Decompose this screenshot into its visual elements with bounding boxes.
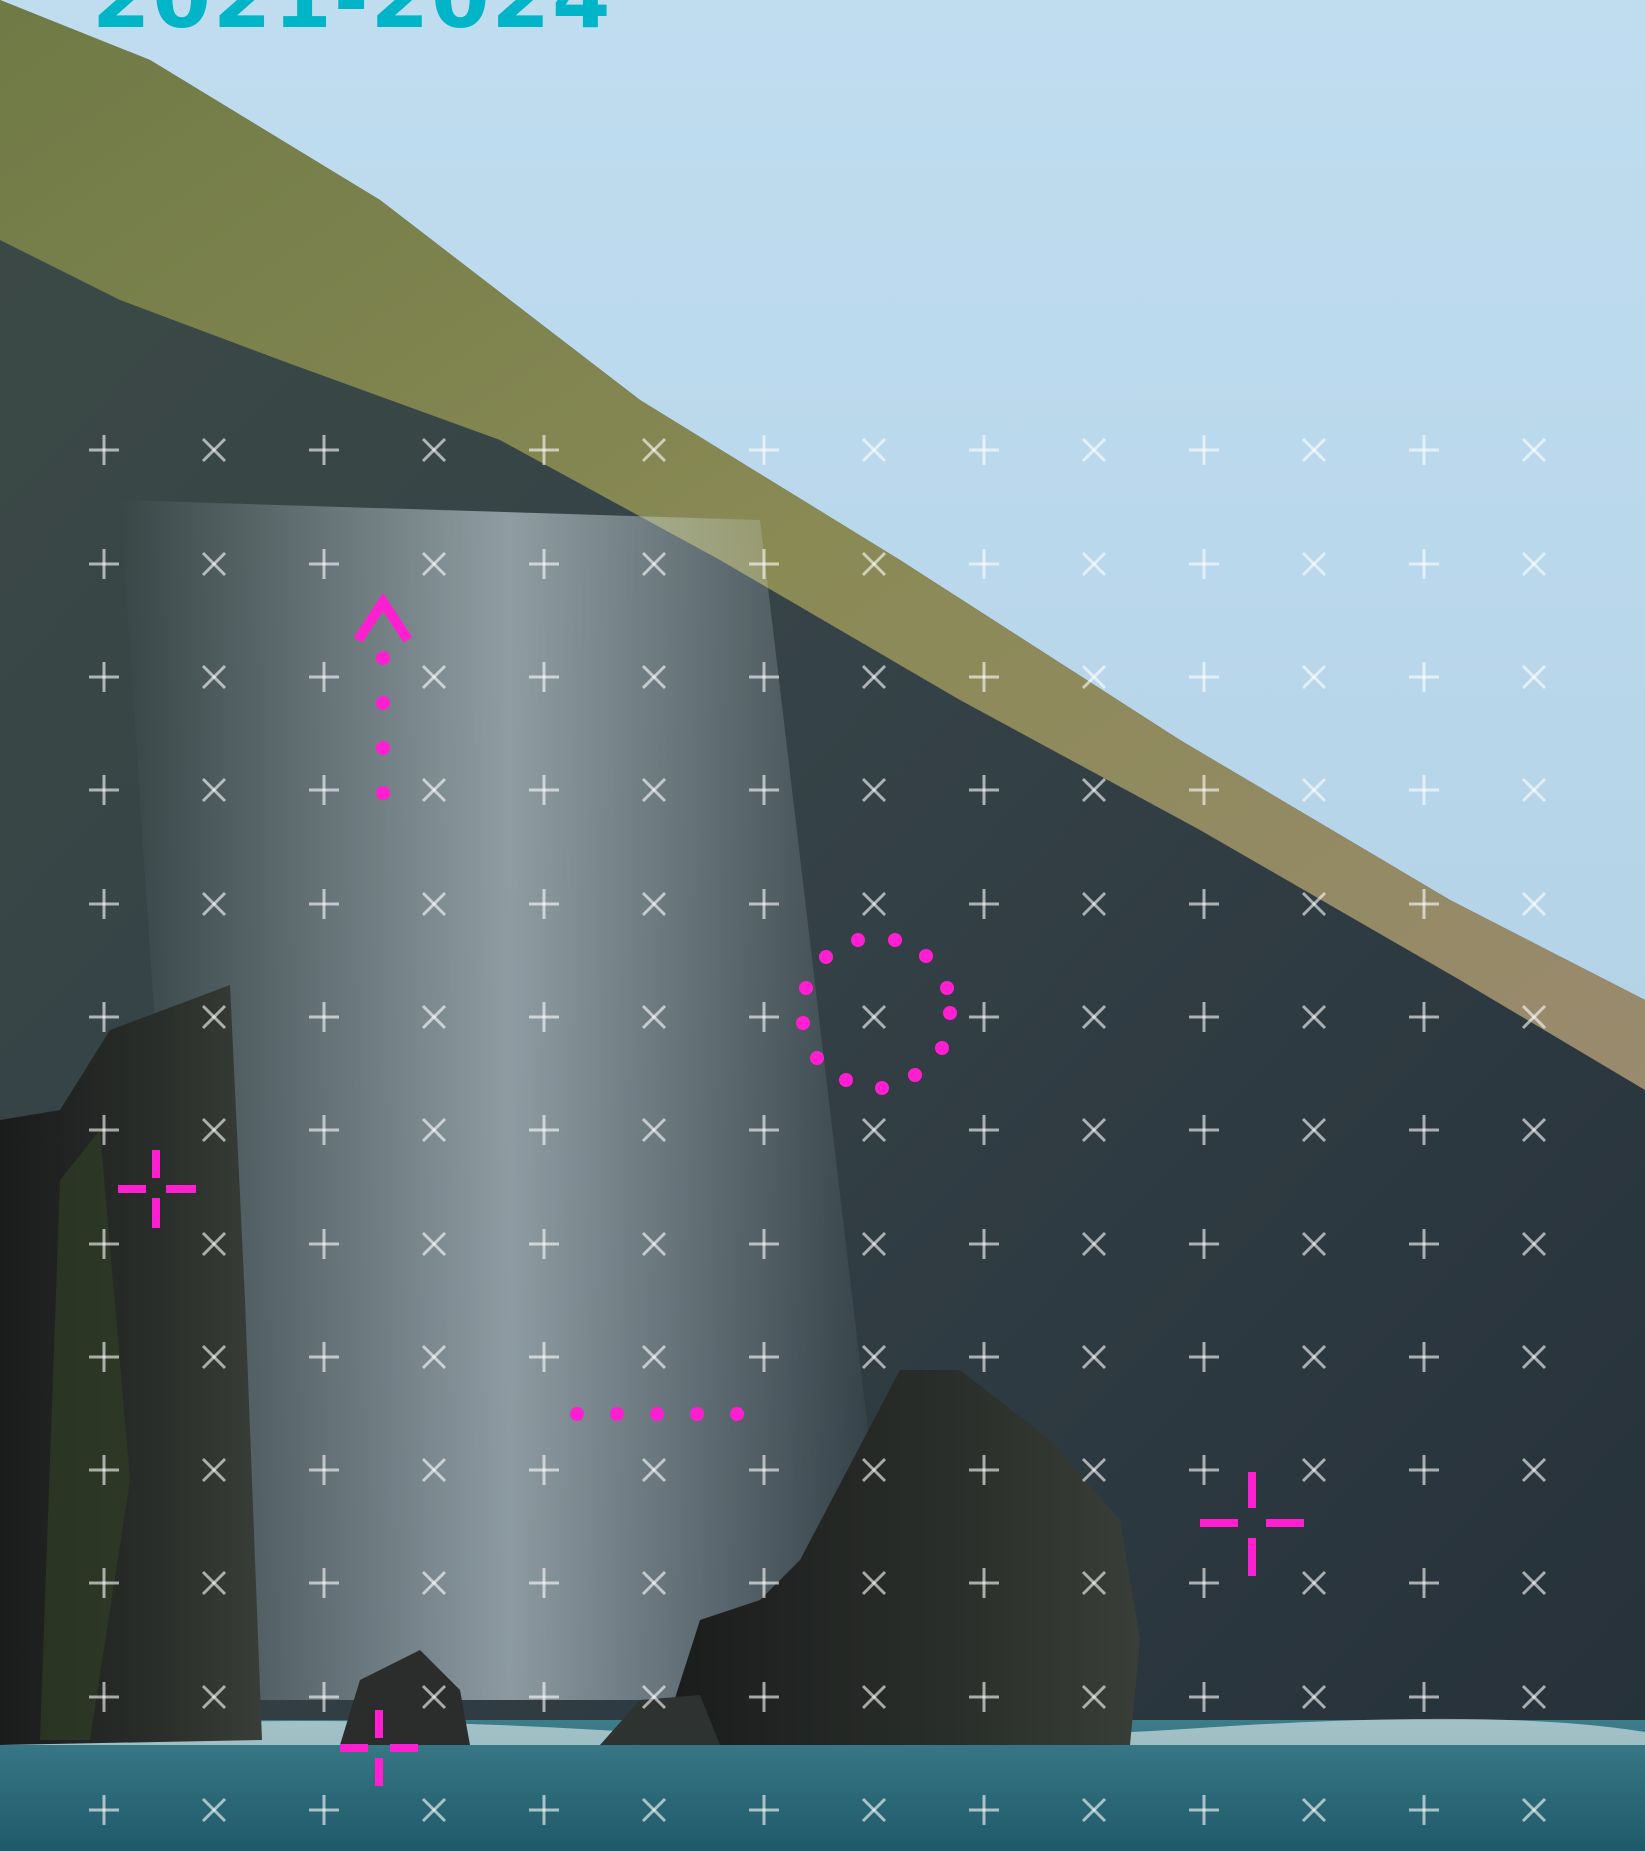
cover-title: 2021-2024 xyxy=(92,0,612,40)
